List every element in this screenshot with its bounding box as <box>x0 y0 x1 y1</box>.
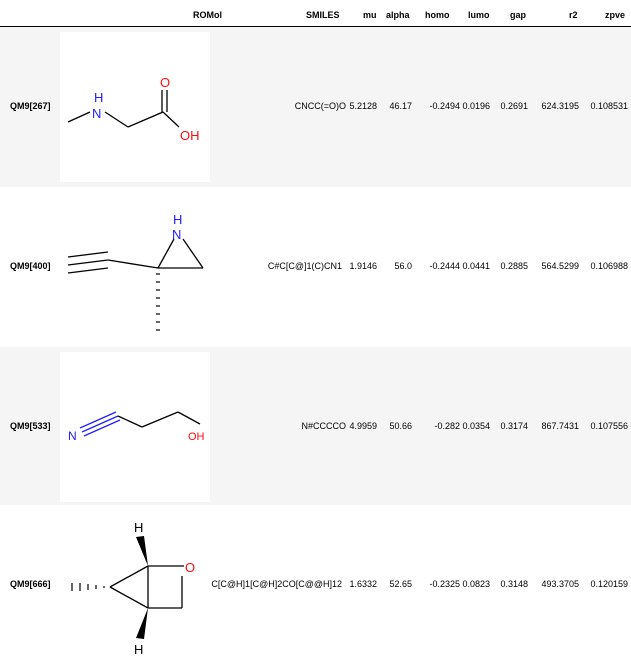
cell-lumo: 0.0823 <box>462 579 490 589</box>
cell-r2: 867.7431 <box>541 421 579 431</box>
header-homo: homo <box>425 10 450 20</box>
table-row: QM9[267] N H O OH CNCC(=O)O 5.2128 46.17… <box>0 27 631 187</box>
atom-hydrogen: H <box>134 642 143 657</box>
wedge-bond <box>136 536 148 566</box>
cell-smiles: C[C@H]1[C@H]2CO[C@@H]12 <box>211 579 342 589</box>
table-row: QM9[666] <box>0 505 631 665</box>
molecule-image: H O H <box>60 510 210 660</box>
atom-oxygen: O <box>185 560 195 575</box>
molecule-image: H N <box>60 192 210 342</box>
cell-mu: 5.2128 <box>349 101 377 111</box>
header-gap: gap <box>510 10 527 20</box>
cell-zpve: 0.120159 <box>590 579 628 589</box>
molecule-structure: N OH <box>68 411 205 443</box>
cell-r2: 624.3195 <box>541 101 579 111</box>
cell-smiles: CNCC(=O)O <box>294 101 346 111</box>
atom-nitrogen: N <box>172 227 181 242</box>
header-alpha: alpha <box>386 10 410 20</box>
table-row: QM9[533] N OH N#CCCCO 4.9959 50.66 -0.28… <box>0 347 631 507</box>
cell-smiles: N#CCCCO <box>301 421 346 431</box>
cell-gap: 0.2691 <box>500 101 528 111</box>
atom-nitrogen: N <box>68 429 77 443</box>
cell-mu: 1.9146 <box>349 261 377 271</box>
cell-zpve: 0.107556 <box>590 421 628 431</box>
molecule-structure: H O H <box>71 520 195 657</box>
atom-hydrogen: H <box>173 212 182 227</box>
cell-lumo: 0.0196 <box>462 101 490 111</box>
header-zpve: zpve <box>605 10 626 20</box>
cell-mu: 1.6332 <box>349 579 377 589</box>
cell-r2: 564.5299 <box>541 261 579 271</box>
header-r2: r2 <box>569 10 578 20</box>
molecule-structure: N H O OH <box>67 75 200 143</box>
cell-zpve: 0.106988 <box>590 261 628 271</box>
cell-homo: -0.2444 <box>429 261 460 271</box>
row-index: QM9[267] <box>10 101 51 111</box>
table-header: ROMol SMILES mu alpha homo lumo gap r2 z… <box>0 0 631 27</box>
header-lumo: lumo <box>468 10 490 20</box>
cell-lumo: 0.0354 <box>462 421 490 431</box>
cell-homo: -0.2325 <box>429 579 460 589</box>
cell-zpve: 0.108531 <box>590 101 628 111</box>
cell-r2: 493.3705 <box>541 579 579 589</box>
cell-alpha: 46.17 <box>389 101 412 111</box>
atom-hydroxyl: OH <box>188 431 205 443</box>
row-index: QM9[533] <box>10 421 51 431</box>
molecule-structure: H N <box>67 212 204 331</box>
cell-homo: -0.2494 <box>429 101 460 111</box>
cell-lumo: 0.0441 <box>462 261 490 271</box>
cell-homo: -0.282 <box>434 421 460 431</box>
cell-mu: 4.9959 <box>349 421 377 431</box>
cell-smiles: C#C[C@]1(C)CN1 <box>267 261 342 271</box>
header-smiles: SMILES <box>306 10 340 20</box>
cell-alpha: 50.66 <box>389 421 412 431</box>
cell-gap: 0.2885 <box>500 261 528 271</box>
wedge-bond <box>136 608 148 639</box>
table-row: QM9[400] <box>0 187 631 347</box>
header-romol: ROMol <box>193 10 222 20</box>
cell-alpha: 52.65 <box>389 579 412 589</box>
row-index: QM9[400] <box>10 261 51 271</box>
atom-nitrogen: N <box>92 106 101 121</box>
cell-gap: 0.3148 <box>500 579 528 589</box>
cell-alpha: 56.0 <box>394 261 412 271</box>
atom-hydroxyl: OH <box>180 128 200 143</box>
atom-oxygen: O <box>160 75 170 90</box>
atom-hydrogen: H <box>134 520 143 535</box>
row-index: QM9[666] <box>10 579 51 589</box>
header-mu: mu <box>363 10 377 20</box>
atom-hydrogen: H <box>94 90 103 105</box>
cell-gap: 0.3174 <box>500 421 528 431</box>
molecule-image: N H O OH <box>60 32 210 182</box>
molecule-image: N OH <box>60 352 210 502</box>
